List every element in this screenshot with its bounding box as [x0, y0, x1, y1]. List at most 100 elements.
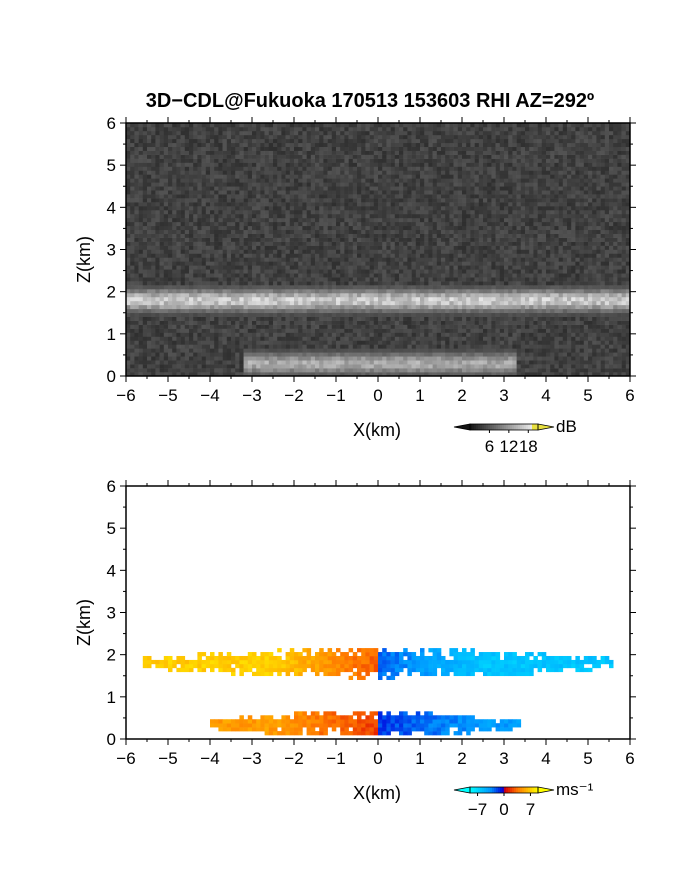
heatmap-cell	[462, 289, 467, 294]
heatmap-cell	[277, 213, 282, 219]
heatmap-cell	[424, 225, 429, 231]
heatmap-cell	[172, 221, 177, 227]
heatmap-cell	[432, 233, 438, 238]
heatmap-cell	[420, 269, 425, 274]
heatmap-cell	[457, 312, 463, 318]
heatmap-cell	[172, 344, 177, 349]
heatmap-cell	[373, 304, 379, 310]
heatmap-cell	[579, 217, 585, 223]
heatmap-cell	[575, 336, 580, 341]
heatmap-cell	[365, 340, 370, 345]
heatmap-cell	[231, 285, 236, 290]
heatmap-cell	[130, 213, 135, 219]
heatmap-cell	[373, 324, 379, 329]
heatmap-cell	[457, 328, 463, 333]
heatmap-cell	[533, 300, 538, 306]
heatmap-cell	[226, 348, 232, 353]
heatmap-cell	[596, 364, 601, 369]
heatmap-cell	[256, 356, 261, 361]
heatmap-cell	[273, 292, 278, 298]
heatmap-cell	[323, 233, 328, 238]
heatmap-cell	[193, 336, 198, 341]
heatmap-cell	[504, 296, 509, 302]
heatmap-cell	[260, 273, 265, 278]
heatmap-cell	[218, 257, 223, 262]
heatmap-cell	[516, 281, 522, 286]
heatmap-cell	[491, 332, 496, 337]
heatmap-cell	[487, 372, 492, 377]
heatmap-cell	[441, 352, 446, 357]
heatmap-cell	[604, 277, 610, 282]
heatmap-cell	[201, 229, 207, 234]
heatmap-cell	[180, 316, 186, 321]
heatmap-cell	[289, 281, 295, 286]
heatmap-cell	[516, 340, 522, 345]
heatmap-cell	[247, 304, 253, 310]
heatmap-cell	[571, 292, 576, 298]
heatmap-cell	[210, 225, 215, 231]
heatmap-cell	[281, 324, 286, 329]
heatmap-cell	[273, 348, 278, 353]
heatmap-cell	[147, 217, 152, 223]
heatmap-cell	[340, 292, 345, 298]
heatmap-cell	[214, 273, 219, 278]
heatmap-cell	[562, 241, 568, 246]
heatmap-cell	[453, 296, 459, 302]
heatmap-cell	[512, 340, 517, 345]
heatmap-cell	[470, 368, 475, 373]
heatmap-cell	[546, 289, 551, 294]
heatmap-cell	[579, 316, 585, 321]
heatmap-cell	[487, 312, 492, 318]
heatmap-cell	[474, 296, 480, 302]
heatmap-cell	[617, 332, 622, 337]
heatmap-cell	[592, 273, 597, 278]
heatmap-cell	[575, 289, 580, 294]
heatmap-cell	[361, 257, 366, 262]
heatmap-cell	[399, 312, 404, 318]
heatmap-cell	[420, 213, 425, 219]
heatmap-cell	[235, 364, 240, 369]
heatmap-cell	[529, 296, 534, 302]
heatmap-cell	[331, 312, 337, 318]
heatmap-cell	[525, 237, 530, 242]
heatmap-cell	[436, 285, 442, 290]
heatmap-cell	[302, 292, 307, 298]
heatmap-cell	[352, 241, 358, 246]
heatmap-cell	[155, 261, 160, 266]
heatmap-cell	[575, 304, 580, 310]
heatmap-cell	[365, 249, 370, 254]
heatmap-cell	[600, 257, 606, 262]
heatmap-cell	[373, 257, 379, 262]
heatmap-cell	[197, 316, 202, 321]
heatmap-cell	[600, 372, 606, 377]
heatmap-cell	[571, 273, 576, 278]
heatmap-cell	[411, 304, 417, 310]
heatmap-cell	[159, 372, 165, 377]
heatmap-cell	[596, 265, 601, 270]
heatmap-cell	[184, 285, 190, 290]
heatmap-cell	[352, 300, 358, 306]
heatmap-cell	[302, 209, 307, 215]
heatmap-cell	[449, 225, 454, 231]
heatmap-cell	[554, 356, 559, 361]
heatmap-cell	[344, 249, 349, 254]
heatmap-cell	[457, 281, 463, 286]
heatmap-cell	[600, 221, 606, 227]
heatmap-cell	[340, 316, 345, 321]
heatmap-cell	[327, 352, 333, 357]
heatmap-cell	[554, 348, 559, 353]
heatmap-cell	[210, 221, 215, 227]
heatmap-cell	[298, 261, 303, 266]
heatmap-cell	[344, 217, 349, 223]
heatmap-cell	[449, 308, 454, 314]
heatmap-cell	[138, 356, 144, 361]
heatmap-cell	[621, 316, 627, 321]
heatmap-cell	[432, 312, 438, 318]
heatmap-cell	[289, 245, 295, 250]
heatmap-cell	[562, 296, 568, 302]
heatmap-cell	[168, 273, 173, 278]
heatmap-cell	[478, 304, 484, 310]
heatmap-cell	[226, 289, 232, 294]
heatmap-cell	[336, 245, 341, 250]
heatmap-cell	[562, 285, 568, 290]
